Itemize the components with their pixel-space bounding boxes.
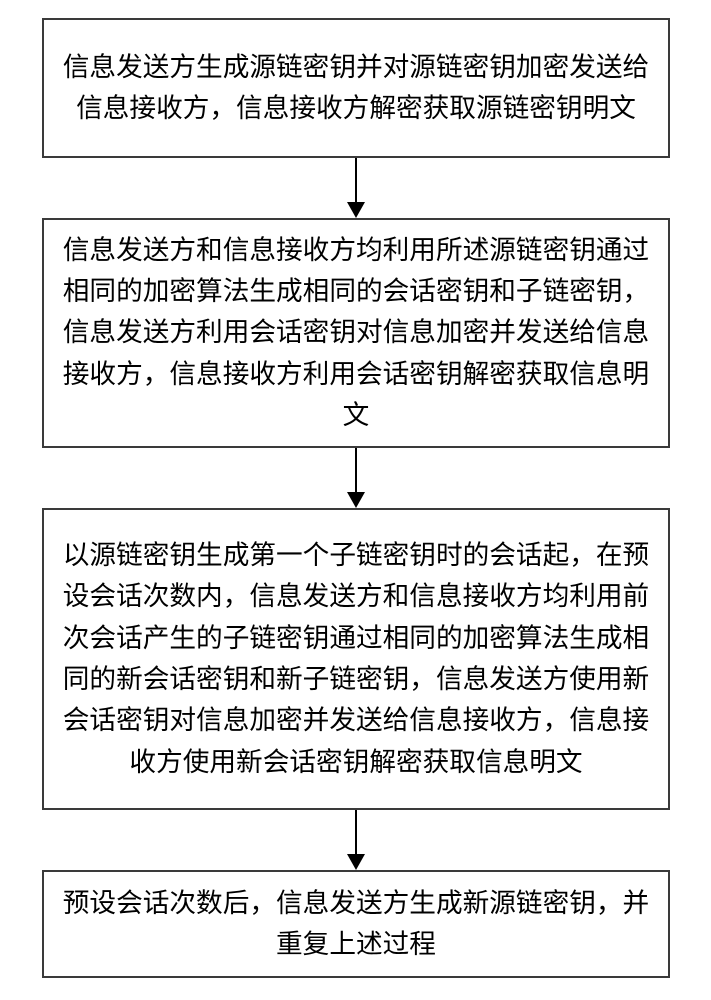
flow-node-step-2: 信息发送方和信息接收方均利用所述源链密钥通过相同的加密算法生成相同的会话密钥和子…	[42, 218, 670, 448]
flow-node-step-1-text: 信息发送方生成源链密钥并对源链密钥加密发送给信息接收方，信息接收方解密获取源链密…	[62, 47, 650, 130]
flow-node-step-3: 以源链密钥生成第一个子链密钥时的会话起，在预设会话次数内，信息发送方和信息接收方…	[42, 508, 670, 810]
arrow-shaft	[355, 448, 357, 492]
arrow-shaft	[355, 810, 357, 854]
flowchart-canvas: 信息发送方生成源链密钥并对源链密钥加密发送给信息接收方，信息接收方解密获取源链密…	[0, 0, 711, 1000]
flow-node-step-2-text: 信息发送方和信息接收方均利用所述源链密钥通过相同的加密算法生成相同的会话密钥和子…	[62, 230, 650, 437]
flow-node-step-4: 预设会话次数后，信息发送方生成新源链密钥，并重复上述过程	[42, 870, 670, 978]
arrow-shaft	[355, 158, 357, 202]
arrow-head-icon	[347, 492, 365, 508]
arrow-head-icon	[347, 854, 365, 870]
arrow-head-icon	[347, 202, 365, 218]
flow-node-step-3-text: 以源链密钥生成第一个子链密钥时的会话起，在预设会话次数内，信息发送方和信息接收方…	[62, 535, 650, 783]
flow-node-step-4-text: 预设会话次数后，信息发送方生成新源链密钥，并重复上述过程	[62, 883, 650, 966]
flow-node-step-1: 信息发送方生成源链密钥并对源链密钥加密发送给信息接收方，信息接收方解密获取源链密…	[42, 18, 670, 158]
